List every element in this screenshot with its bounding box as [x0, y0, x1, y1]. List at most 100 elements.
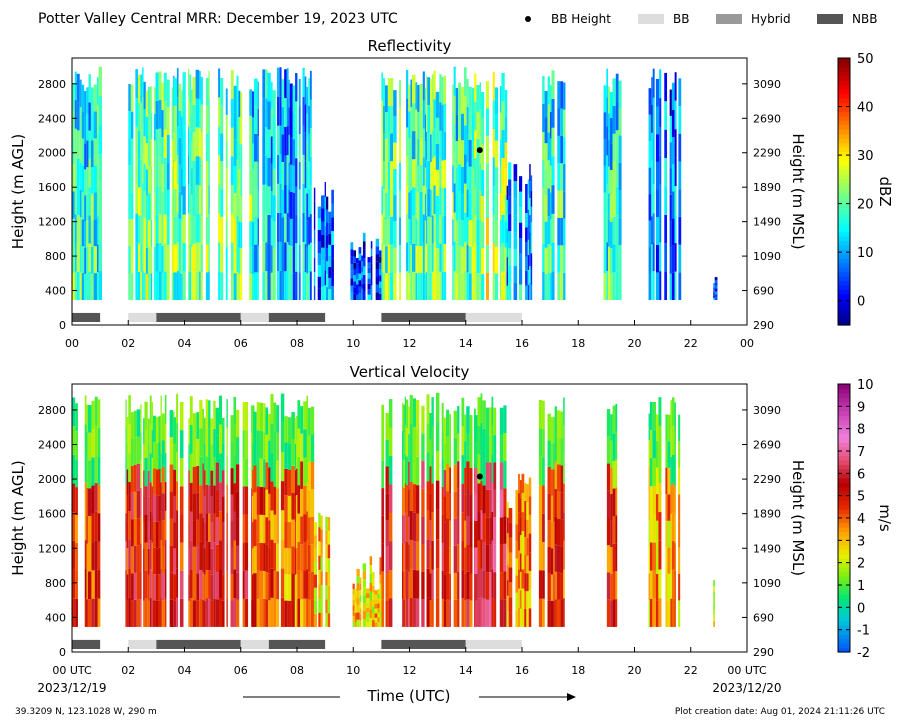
heatmap-cell — [155, 243, 159, 272]
heatmap-cell — [151, 486, 153, 515]
heatmap-cell — [309, 271, 312, 301]
colorbar-segment — [838, 397, 850, 403]
heatmap-cell — [506, 185, 509, 201]
heatmap-cell — [161, 466, 165, 494]
heatmap-cell — [140, 102, 143, 131]
heatmap-cell — [556, 545, 561, 573]
heatmap-cell — [446, 518, 450, 546]
heatmap-cell — [469, 415, 473, 442]
heatmap-cell — [416, 541, 420, 571]
y-tick-label: 2400 — [38, 112, 66, 125]
heatmap-cell — [655, 272, 660, 301]
heatmap-cell — [671, 191, 675, 219]
heatmap-cell — [464, 96, 467, 126]
heatmap-cell — [173, 78, 177, 106]
heatmap-cell — [133, 572, 137, 600]
heatmap-cell — [171, 220, 174, 247]
heatmap-cell — [138, 187, 141, 216]
heatmap-cell — [669, 194, 672, 222]
heatmap-cell — [140, 487, 142, 516]
heatmap-cell — [563, 245, 566, 273]
heatmap-cell — [542, 513, 545, 543]
heatmap-cell — [655, 414, 659, 441]
heatmap-cell — [542, 485, 545, 514]
heatmap-cell — [489, 572, 492, 600]
heatmap-cell — [379, 592, 382, 601]
colorbar-segment — [838, 410, 850, 416]
heatmap-cell — [169, 437, 174, 465]
heatmap-cell — [469, 573, 473, 601]
colorbar-segment — [838, 111, 850, 117]
heatmap-cell — [615, 515, 618, 544]
heatmap-cell — [125, 541, 127, 571]
heatmap-cell — [270, 394, 274, 424]
heatmap-cell — [408, 84, 411, 112]
heatmap-cell — [439, 102, 442, 131]
heatmap-cell — [88, 158, 91, 188]
heatmap-cell — [678, 414, 681, 442]
heatmap-cell — [659, 69, 662, 99]
heatmap-cell — [289, 245, 293, 273]
heatmap-cell — [230, 521, 234, 548]
heatmap-cell — [410, 189, 413, 218]
heatmap-cell — [527, 209, 530, 225]
heatmap-cell — [176, 155, 179, 185]
heatmap-cell — [94, 569, 98, 599]
heatmap-cell — [325, 530, 328, 545]
heatmap-cell — [147, 522, 150, 549]
heatmap-cell — [381, 214, 384, 244]
heatmap-cell — [244, 570, 249, 599]
heatmap-cell — [208, 128, 210, 157]
heatmap-cell — [284, 468, 288, 496]
heatmap-cell — [358, 253, 362, 261]
heatmap-cell — [84, 273, 87, 301]
heatmap-cell — [218, 271, 221, 301]
heatmap-cell — [547, 440, 551, 467]
heatmap-cell — [550, 574, 554, 601]
heatmap-cell — [544, 247, 548, 274]
heatmap-cell — [412, 427, 417, 456]
heatmap-cell — [90, 220, 94, 247]
colorbar-segment — [838, 124, 850, 130]
heatmap-cell — [317, 218, 322, 230]
heatmap-cell — [608, 246, 610, 274]
heatmap-cell — [140, 543, 142, 572]
heatmap-cell — [192, 466, 197, 494]
heatmap-cell — [527, 239, 530, 255]
heatmap-cell — [544, 273, 548, 301]
heatmap-cell — [504, 273, 508, 301]
heatmap-cell — [508, 612, 513, 627]
heatmap-cell — [481, 92, 485, 119]
heatmap-cell — [433, 70, 436, 100]
heatmap-cell — [526, 519, 529, 538]
heatmap-cell — [152, 415, 156, 443]
heatmap-cell — [431, 454, 434, 484]
heatmap-cell — [147, 548, 150, 575]
heatmap-cell — [288, 134, 290, 163]
heatmap-cell — [375, 277, 380, 285]
heatmap-cell — [648, 194, 652, 221]
heatmap-cell — [178, 110, 182, 138]
heatmap-cell — [313, 271, 316, 286]
heatmap-cell — [155, 495, 159, 522]
heatmap-cell — [142, 96, 144, 126]
heatmap-cell — [466, 599, 470, 627]
heatmap-cell — [205, 598, 209, 627]
heatmap-cell — [652, 430, 656, 459]
heatmap-cell — [480, 451, 483, 481]
heatmap-cell — [253, 600, 257, 627]
heatmap-cell — [263, 543, 266, 572]
heatmap-cell — [476, 111, 480, 139]
heatmap-cell — [406, 184, 409, 214]
heatmap-cell — [302, 67, 305, 97]
heatmap-cell — [648, 466, 650, 494]
heatmap-cell — [143, 496, 145, 523]
heatmap-cell — [163, 186, 167, 215]
heatmap-cell — [171, 167, 174, 194]
heatmap-cell — [253, 519, 257, 547]
heatmap-cell — [287, 548, 292, 575]
heatmap-cell — [466, 571, 470, 600]
heatmap-cell — [176, 510, 179, 540]
heatmap-cell — [474, 158, 477, 187]
